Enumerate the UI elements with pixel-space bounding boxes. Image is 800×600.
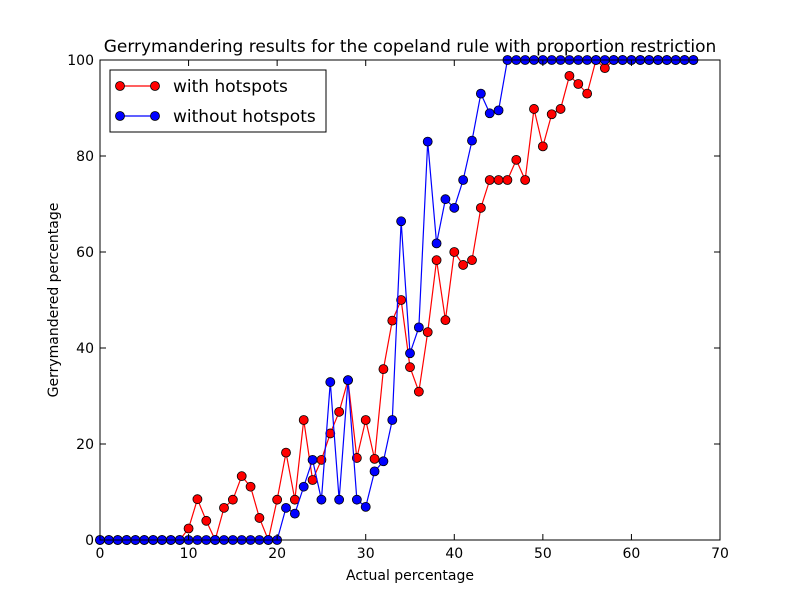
y-axis-label: Gerrymandered percentage	[46, 203, 62, 398]
data-point-without-hotspots	[360, 501, 371, 512]
data-point-with-hotspots	[520, 175, 531, 185]
data-point-without-hotspots	[405, 348, 415, 359]
legend-marker-with-hotspots	[150, 81, 160, 91]
data-point-without-hotspots	[378, 456, 389, 467]
legend-box	[109, 69, 327, 133]
y-tick-label: 40	[76, 341, 94, 357]
data-point-with-hotspots	[245, 481, 256, 492]
x-tick-label: 70	[711, 546, 729, 562]
data-point-with-hotspots	[254, 513, 265, 523]
data-point-without-hotspots	[281, 502, 291, 513]
x-tick-label: 60	[623, 546, 641, 562]
data-point-with-hotspots	[325, 428, 336, 439]
data-point-without-hotspots	[351, 494, 362, 505]
legend-label-with-hotspots: with hotspots	[173, 77, 288, 97]
y-tick-label: 60	[76, 245, 94, 261]
data-point-with-hotspots	[537, 141, 548, 152]
plot-border	[99, 59, 721, 541]
data-point-with-hotspots	[440, 315, 451, 326]
data-point-with-hotspots	[564, 70, 575, 81]
legend-marker-without-hotspots	[115, 111, 125, 121]
legend: with hotspots without hotspots	[109, 69, 327, 133]
data-point-without-hotspots	[396, 216, 407, 227]
data-point-with-hotspots	[413, 386, 424, 397]
data-point-without-hotspots	[493, 105, 504, 116]
data-point-without-hotspots	[369, 466, 380, 477]
data-point-with-hotspots	[458, 260, 469, 270]
legend-label-without-hotspots: without hotspots	[173, 107, 316, 127]
data-point-without-hotspots	[289, 508, 300, 519]
data-point-with-hotspots	[529, 104, 539, 114]
data-point-with-hotspots	[599, 63, 610, 74]
data-point-with-hotspots	[555, 104, 566, 114]
data-point-with-hotspots	[219, 502, 229, 513]
data-point-without-hotspots	[334, 494, 345, 505]
data-point-with-hotspots	[573, 79, 584, 89]
data-point-with-hotspots	[422, 327, 433, 338]
data-point-without-hotspots	[298, 481, 309, 492]
y-tick-label: 100	[67, 53, 94, 69]
data-point-without-hotspots	[449, 202, 460, 213]
data-point-with-hotspots	[201, 515, 212, 526]
plot-area: 0 10 20 30 40 50 60 70 0 20 40 60 80 100	[67, 53, 729, 562]
data-point-with-hotspots	[475, 202, 486, 213]
data-point-with-hotspots	[281, 447, 291, 458]
data-point-with-hotspots	[511, 154, 522, 165]
data-point-with-hotspots	[183, 523, 194, 534]
y-tick-label: 20	[76, 437, 94, 453]
chart-title: Gerrymandering results for the copeland …	[104, 37, 717, 57]
data-point-with-hotspots	[227, 494, 238, 505]
data-point-with-hotspots	[582, 88, 593, 99]
data-point-with-hotspots	[493, 175, 504, 185]
data-point-without-hotspots	[484, 108, 495, 119]
data-point-without-hotspots	[475, 88, 486, 99]
data-point-with-hotspots	[351, 453, 362, 463]
data-point-with-hotspots	[449, 247, 460, 257]
x-tick-label: 30	[357, 546, 375, 562]
x-tick-label: 20	[268, 546, 286, 562]
data-point-with-hotspots	[369, 453, 380, 464]
legend-marker-without-hotspots	[150, 111, 160, 121]
data-point-with-hotspots	[405, 362, 415, 373]
y-tick-label: 80	[76, 149, 94, 165]
data-point-with-hotspots	[378, 364, 389, 375]
data-point-without-hotspots	[325, 377, 336, 387]
data-point-with-hotspots	[192, 494, 203, 505]
x-tick-label: 0	[96, 546, 105, 562]
data-point-with-hotspots	[272, 494, 283, 505]
data-point-without-hotspots	[458, 175, 469, 185]
data-point-with-hotspots	[307, 475, 318, 485]
legend-marker-with-hotspots	[115, 81, 125, 91]
data-point-with-hotspots	[502, 175, 513, 185]
data-point-without-hotspots	[440, 194, 451, 205]
data-point-with-hotspots	[431, 255, 442, 266]
y-tick-label: 0	[85, 533, 94, 549]
data-point-without-hotspots	[413, 322, 424, 333]
data-point-without-hotspots	[343, 375, 353, 386]
x-tick-label: 50	[534, 546, 552, 562]
data-point-without-hotspots	[467, 135, 477, 146]
x-axis-label: Actual percentage	[346, 568, 474, 584]
data-point-with-hotspots	[334, 406, 345, 417]
data-point-with-hotspots	[546, 109, 557, 120]
data-point-without-hotspots	[387, 415, 398, 425]
tick-layer: 0 10 20 30 40 50 60 70 0 20 40 60 80 100	[67, 53, 729, 562]
data-point-with-hotspots	[360, 415, 371, 425]
x-tick-label: 10	[180, 546, 198, 562]
data-point-without-hotspots	[307, 454, 318, 465]
data-point-with-hotspots	[467, 255, 477, 266]
x-tick-label: 40	[445, 546, 463, 562]
data-point-without-hotspots	[431, 238, 442, 249]
data-point-without-hotspots	[422, 136, 433, 147]
data-point-with-hotspots	[396, 295, 407, 305]
data-point-with-hotspots	[387, 315, 398, 326]
data-point-with-hotspots	[298, 415, 309, 425]
data-point-without-hotspots	[316, 494, 327, 505]
data-point-with-hotspots	[484, 175, 495, 185]
plot-background	[100, 60, 720, 540]
data-point-with-hotspots	[236, 471, 247, 482]
